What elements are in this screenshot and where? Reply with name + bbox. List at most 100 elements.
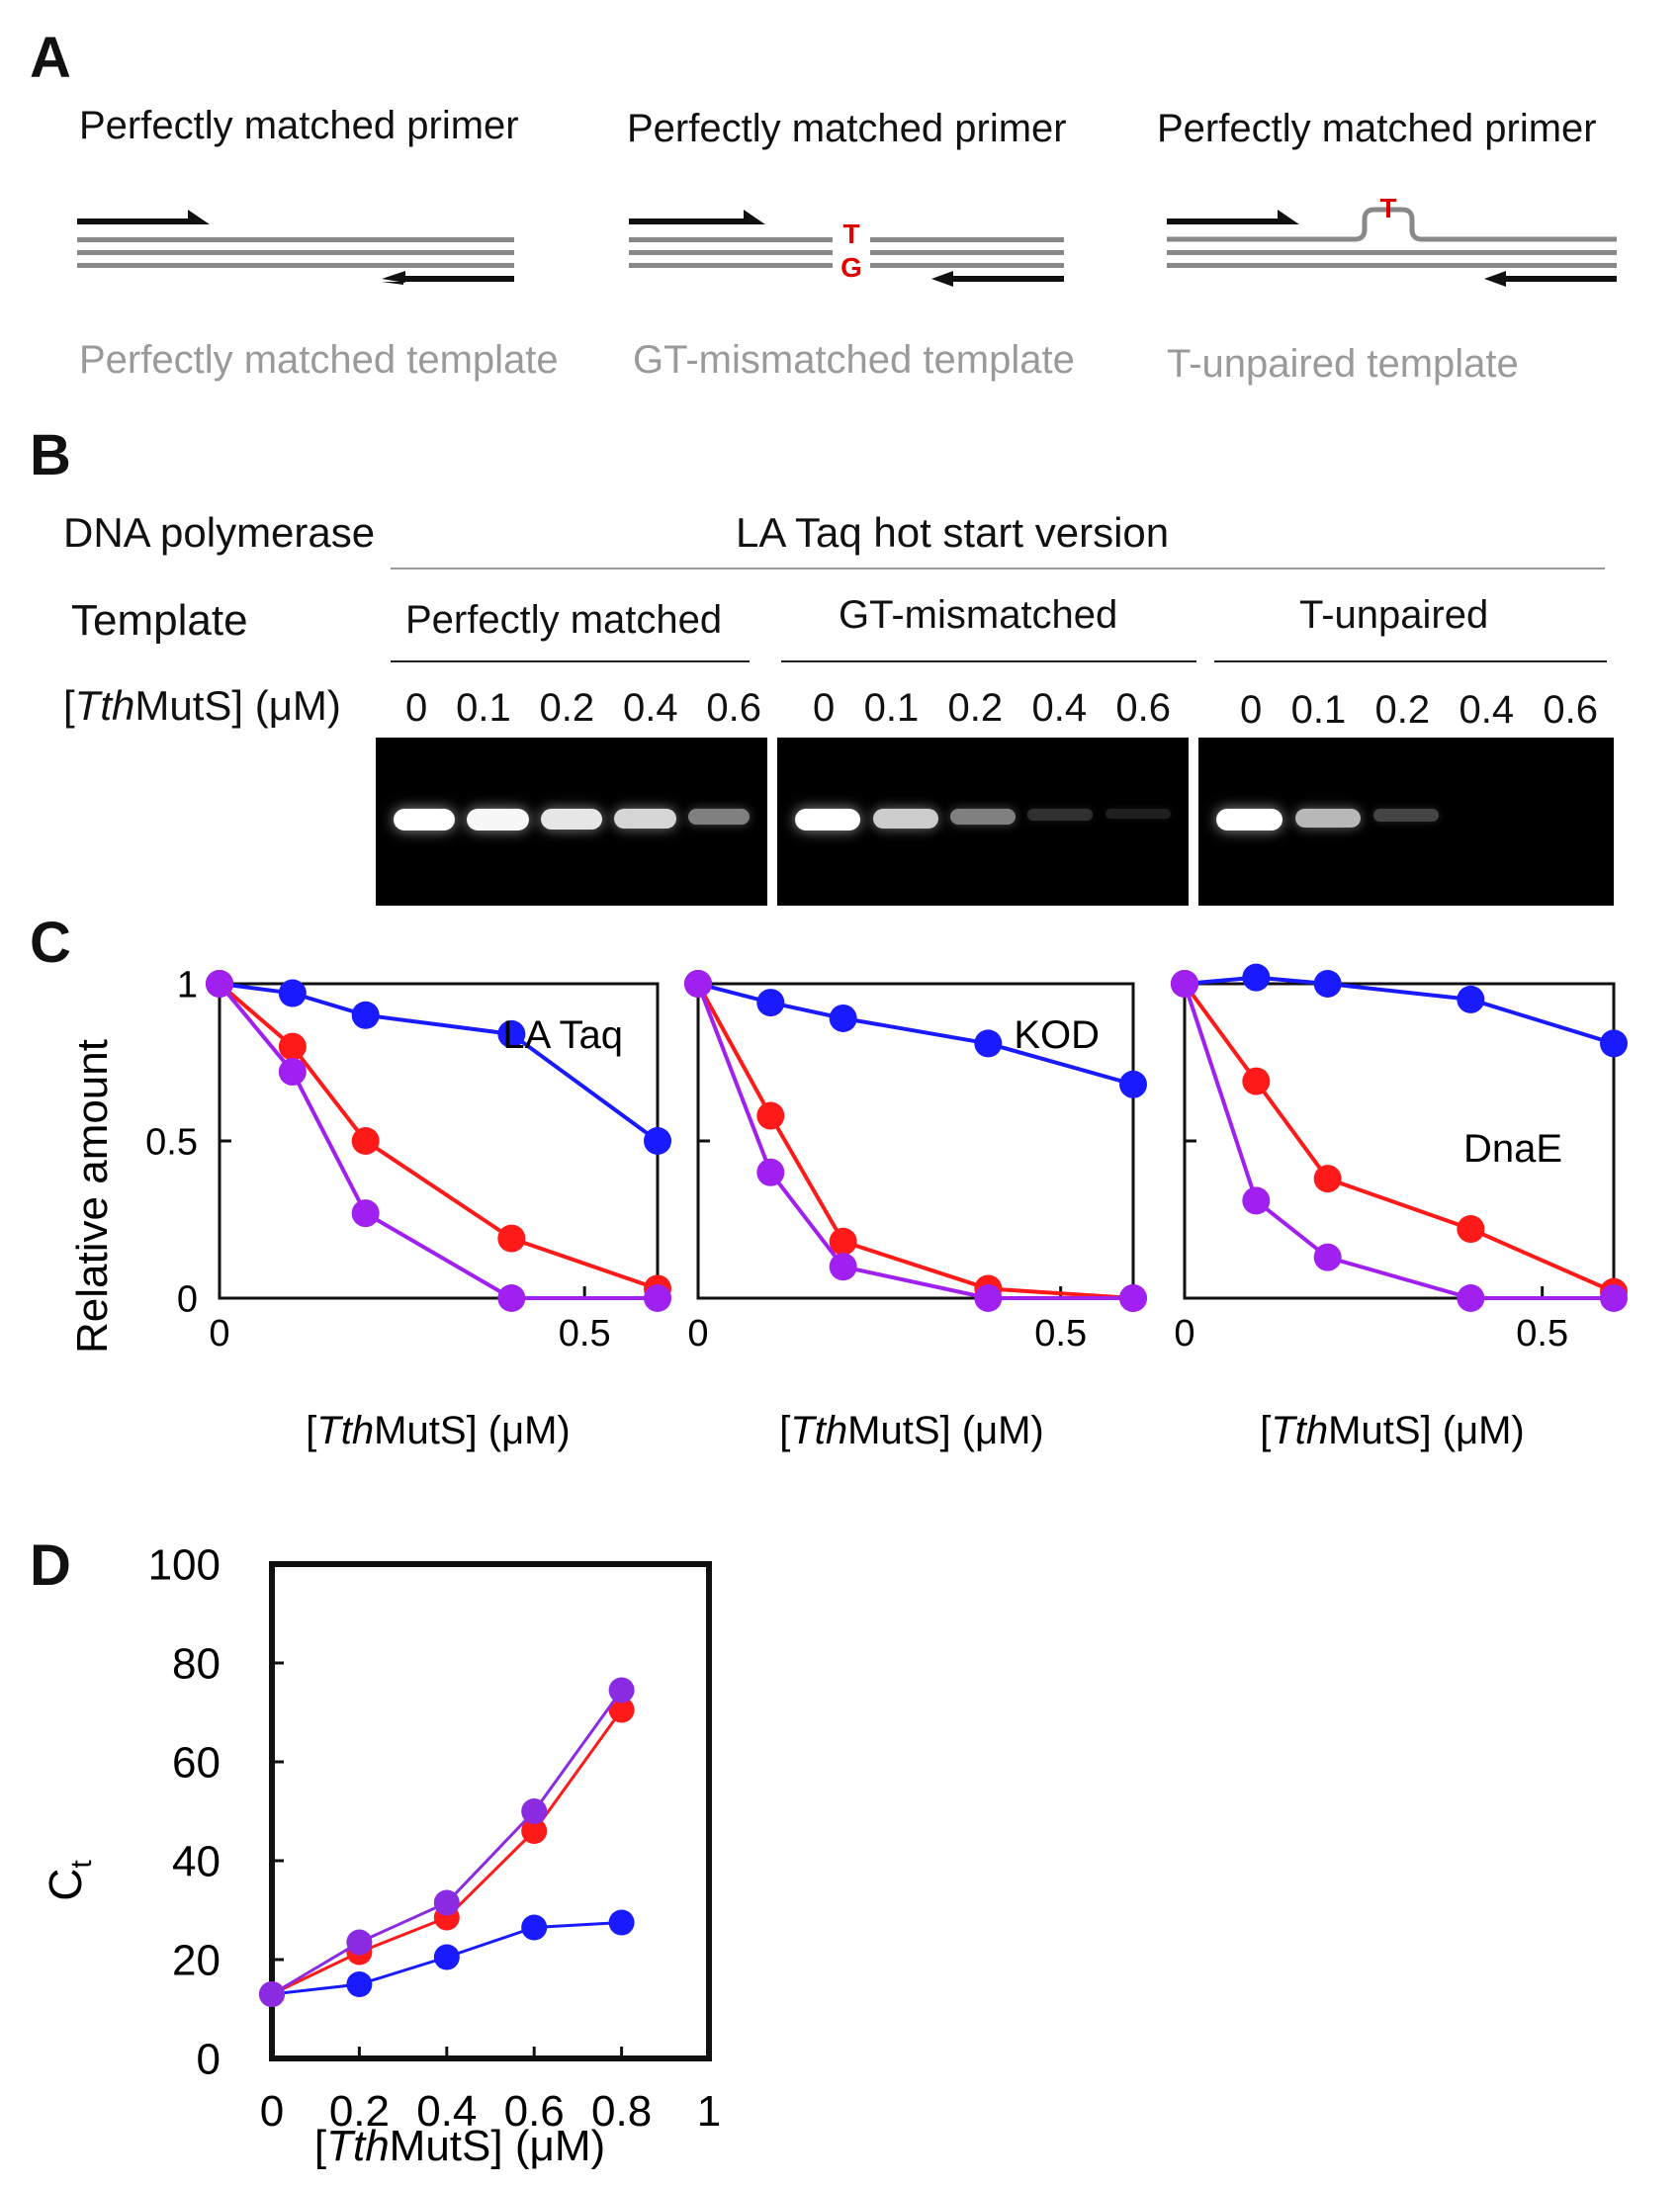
x-axis-label-kod: [TthMutS] (μM) xyxy=(779,1409,1044,1452)
gel-band xyxy=(1105,809,1171,820)
x-label-italic: Tth xyxy=(326,2122,390,2170)
y-tick-label: 0 xyxy=(177,1278,198,1320)
x-label-post: MutS] (μM) xyxy=(390,2122,605,2170)
polymerase-label: DNA polymerase xyxy=(63,509,376,556)
group-rule-t-unpaired xyxy=(1214,660,1607,662)
data-point xyxy=(829,1253,857,1281)
data-point xyxy=(829,1227,857,1256)
ylabel-main: C xyxy=(40,1869,91,1901)
data-point xyxy=(756,989,785,1017)
chart-kod: 0 0.5 KOD xyxy=(684,970,1147,1355)
data-point xyxy=(974,1284,1003,1312)
x-tick-label: 0.5 xyxy=(1034,1313,1087,1355)
y-tick-label: 100 xyxy=(148,1540,221,1589)
data-point xyxy=(1313,970,1342,998)
chart-annotation: KOD xyxy=(1014,1013,1100,1057)
x-tick-label: 0 xyxy=(209,1313,229,1355)
primer-label-2: Perfectly matched primer xyxy=(627,107,1067,150)
template-label-2: GT-mismatched template xyxy=(633,338,1075,382)
lane-conc: 0.2 xyxy=(539,686,595,730)
x-label-pre: [ xyxy=(779,1409,790,1452)
forward-primer-arrow xyxy=(1167,210,1299,224)
data-point xyxy=(756,1101,785,1130)
concentration-label: [TthMutS] (μM) xyxy=(63,682,341,730)
x-label-post: MutS] (μM) xyxy=(1328,1409,1525,1452)
dna-diagrams: T G T xyxy=(77,193,1617,287)
data-point xyxy=(206,970,233,998)
gel-band xyxy=(393,809,456,831)
x-tick-label: 0 xyxy=(260,2087,284,2136)
template-label-3: T-unpaired template xyxy=(1167,342,1519,386)
chart-ct: 0 0.2 0.4 0.6 0.8 1 0 20 40 60 80 100 xyxy=(148,1540,722,2136)
data-point xyxy=(433,1944,460,1970)
panel-d-ylabel: Ct xyxy=(40,1860,98,1901)
plot-frame xyxy=(269,1561,712,2061)
gel-band xyxy=(687,809,751,825)
data-point xyxy=(1242,963,1271,992)
data-point xyxy=(521,1914,548,1941)
y-tick-label: 0.5 xyxy=(145,1121,198,1163)
data-point xyxy=(608,1909,635,1936)
y-tick-label: 20 xyxy=(172,1936,221,1984)
forward-primer-arrow xyxy=(629,210,765,224)
data-point xyxy=(1457,1284,1485,1312)
gel-band xyxy=(1294,809,1362,828)
data-point xyxy=(1600,1029,1628,1058)
concentration-label-italic: Tth xyxy=(74,682,135,729)
gel-band xyxy=(614,809,676,830)
reverse-primer-arrow xyxy=(931,271,1064,287)
y-tick-label: 40 xyxy=(172,1837,221,1885)
y-tick-label: 60 xyxy=(172,1738,221,1787)
concentration-label-post: MutS] (μM) xyxy=(134,682,341,729)
lane-labels-t-unpaired: 0 0.1 0.2 0.4 0.6 xyxy=(1240,688,1598,733)
gel-band xyxy=(1216,809,1282,831)
x-tick-label: 0 xyxy=(1174,1313,1194,1355)
data-point xyxy=(644,1284,671,1312)
group-rule-gt xyxy=(781,660,1196,662)
forward-primer-arrow xyxy=(77,210,210,224)
gel-image-perfect xyxy=(376,738,767,906)
data-point xyxy=(1242,1067,1271,1095)
group-label-perfect: Perfectly matched xyxy=(405,598,723,642)
mismatch-bottom-base: G xyxy=(840,252,862,283)
data-point xyxy=(278,1058,307,1087)
template-label-1: Perfectly matched template xyxy=(79,338,559,382)
lane-conc: 0.6 xyxy=(1115,686,1171,730)
data-point xyxy=(351,1199,380,1228)
x-tick-label: 0.5 xyxy=(559,1313,611,1355)
data-point xyxy=(1457,985,1485,1013)
gel-band xyxy=(950,809,1016,825)
group-label-gt: GT-mismatched xyxy=(839,593,1118,637)
panel-c-ylabel: Relative amount xyxy=(68,1039,117,1354)
data-point xyxy=(259,1981,285,2007)
data-point xyxy=(497,1019,526,1048)
lane-conc: 0.1 xyxy=(456,686,511,730)
x-axis-label-la-taq: [TthMutS] (μM) xyxy=(306,1409,571,1452)
lane-labels-perfect: 0 0.1 0.2 0.4 0.6 xyxy=(405,686,761,731)
data-point xyxy=(1242,1186,1271,1215)
gel-band xyxy=(872,809,938,829)
data-point xyxy=(351,1127,380,1155)
panel-b-label: B xyxy=(30,423,71,487)
data-point xyxy=(829,1004,857,1032)
x-tick-label: 0.5 xyxy=(1516,1313,1568,1355)
group-rule-perfect xyxy=(391,660,750,662)
data-point xyxy=(1119,1070,1147,1098)
lane-conc: 0.6 xyxy=(706,686,761,730)
data-point xyxy=(684,970,712,998)
ylabel-sub: t xyxy=(65,1860,98,1869)
data-point xyxy=(351,1001,380,1029)
data-point xyxy=(1119,1284,1147,1312)
gel-band xyxy=(795,809,861,831)
lane-conc: 0.4 xyxy=(622,686,678,730)
data-point xyxy=(608,1697,635,1723)
concentration-label-pre: [ xyxy=(63,682,75,729)
x-label-post: MutS] (μM) xyxy=(847,1409,1044,1452)
mismatch-top-base: T xyxy=(842,219,859,249)
lane-conc: 0.4 xyxy=(1031,686,1088,730)
primer-label-1: Perfectly matched primer xyxy=(79,104,519,147)
gel-image-t-unpaired xyxy=(1198,738,1614,906)
x-label-pre: [ xyxy=(1260,1409,1271,1452)
data-point xyxy=(1313,1165,1342,1193)
